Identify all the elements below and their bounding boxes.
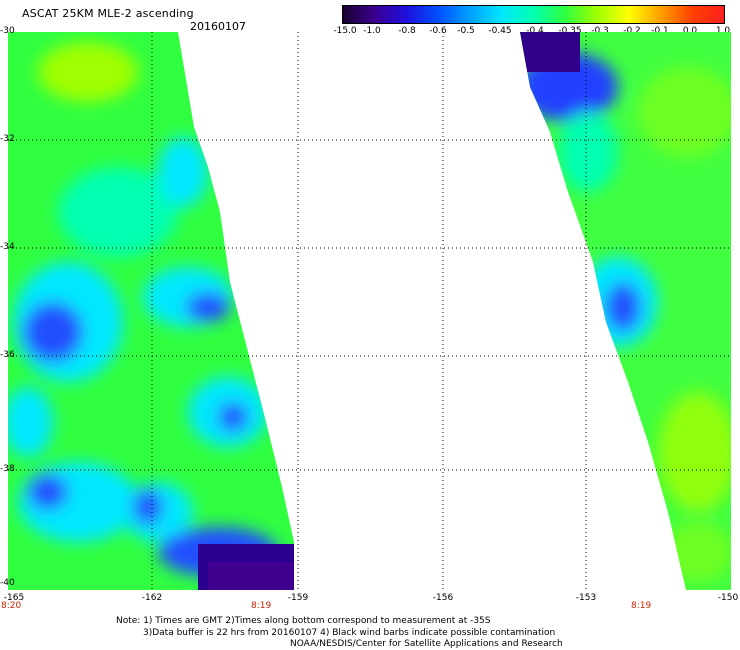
longitude-label: -162 [141, 593, 163, 603]
colorbar-label: -0.35 [558, 26, 582, 36]
colorbar-label: -0.3 [591, 26, 609, 36]
notes-line-1: Note: 1) Times are GMT 2)Times along bot… [116, 616, 491, 626]
notes-line-2: 3)Data buffer is 22 hrs from 20160107 4)… [143, 628, 556, 638]
longitude-label: -150 [717, 593, 739, 603]
colorbar-label: -0.1 [651, 26, 669, 36]
colorbar-label: 0.0 [682, 26, 698, 36]
swath-left [8, 32, 294, 590]
longitude-label: -165 [3, 593, 25, 603]
colorbar-label: -0.45 [488, 26, 512, 36]
map-date: 20160107 [190, 20, 246, 33]
wind-map [8, 32, 731, 590]
time-label: 8:19 [631, 601, 652, 611]
latitude-label: -40 [0, 578, 15, 588]
colorbar-label: -1.0 [363, 26, 381, 36]
longitude-label: -153 [575, 593, 597, 603]
latitude-label: -38 [0, 464, 15, 474]
colorbar-label: -0.2 [623, 26, 641, 36]
longitude-label: -159 [287, 593, 309, 603]
colorbar-label: -0.4 [526, 26, 544, 36]
longitude-label: -156 [432, 593, 454, 603]
colorbar-label: 1.0 [715, 26, 731, 36]
swath-right [520, 32, 731, 590]
colorbar-label: -0.6 [429, 26, 447, 36]
colorbar-labels: -15.0 -1.0 -0.8 -0.6 -0.5 -0.45 -0.4 -0.35 -0.3 -… [330, 26, 730, 38]
latitude-label: -36 [0, 350, 15, 360]
colorbar-label: -0.8 [398, 26, 416, 36]
gridlines [8, 32, 731, 590]
latitude-label: -30 [0, 26, 15, 36]
colorbar [342, 5, 725, 24]
colorbar-label: -15.0 [333, 26, 357, 36]
colorbar-label: -0.5 [457, 26, 475, 36]
map-title: ASCAT 25KM MLE-2 ascending [22, 7, 194, 20]
latitude-label: -34 [0, 242, 15, 252]
time-label: 8:20 [1, 601, 22, 611]
time-label: 8:19 [251, 601, 272, 611]
notes-line-3: NOAA/NESDIS/Center for Satellite Applica… [290, 639, 563, 649]
latitude-label: -32 [0, 134, 15, 144]
